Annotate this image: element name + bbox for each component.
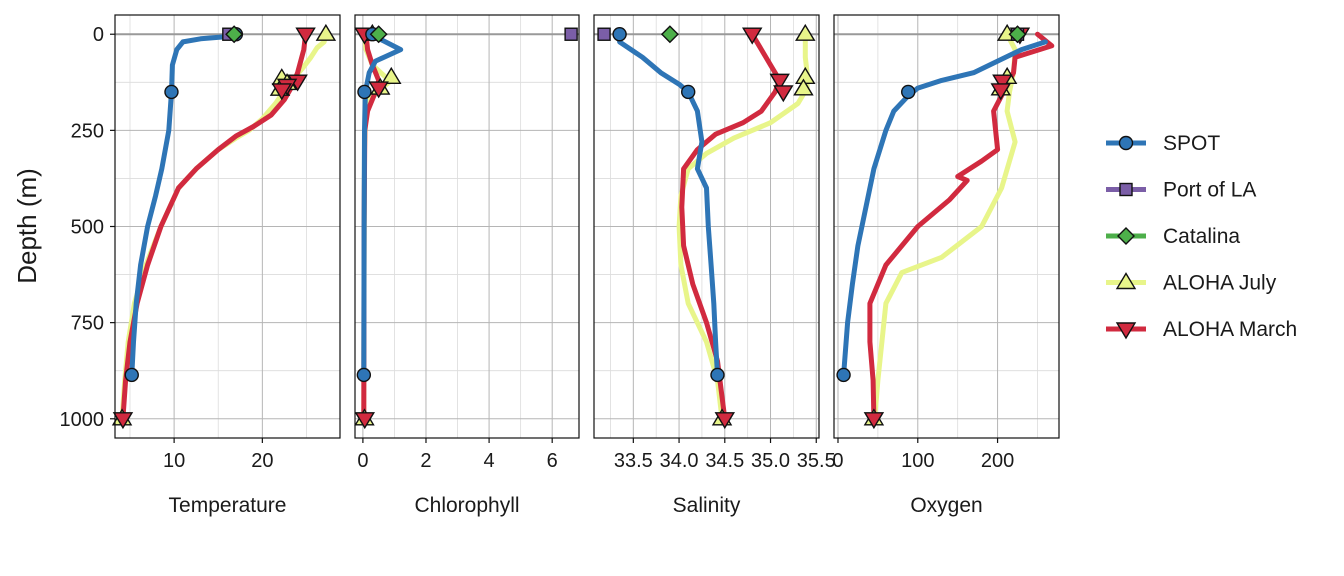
data-point-port-of-la bbox=[564, 27, 578, 41]
data-point-catalina bbox=[225, 25, 244, 44]
legend-item-port-of-la: Port of LA bbox=[1106, 179, 1256, 202]
data-point-aloha-july bbox=[381, 66, 402, 84]
legend-marker bbox=[1117, 227, 1135, 245]
legend-label: ALOHA March bbox=[1163, 318, 1297, 341]
x-axis-title: Chlorophyll bbox=[414, 494, 519, 517]
x-tick-label: 2 bbox=[420, 450, 431, 472]
data-point-aloha-march bbox=[112, 412, 134, 430]
data-point-aloha-july bbox=[315, 23, 337, 41]
x-tick-label: 200 bbox=[981, 450, 1014, 472]
y-tick-label: 1000 bbox=[60, 409, 105, 431]
x-axis-title: Oxygen bbox=[910, 494, 982, 517]
data-point-aloha-march bbox=[992, 74, 1013, 92]
series-line-spot bbox=[129, 31, 239, 378]
legend-label: Catalina bbox=[1163, 225, 1240, 248]
x-tick-label: 0 bbox=[357, 450, 368, 472]
panel-frame bbox=[833, 14, 1060, 439]
x-tick-label: 6 bbox=[547, 450, 558, 472]
legend-label: ALOHA July bbox=[1163, 272, 1277, 295]
series-line-aloha-march bbox=[679, 31, 783, 422]
x-axis-title: Salinity bbox=[673, 494, 741, 517]
data-point-spot bbox=[901, 84, 916, 100]
data-point-aloha-july bbox=[793, 78, 814, 96]
panel-chlorophyll: 0 2 4 6 Chlorophyll bbox=[354, 14, 580, 517]
legend-item-catalina: Catalina bbox=[1106, 225, 1240, 248]
data-point-aloha-march bbox=[271, 83, 293, 101]
panel-temperature: 10 20 Temperature 0 250 500 750 1000 bbox=[60, 14, 341, 517]
series-line-spot bbox=[617, 31, 720, 378]
legend-label: Port of LA bbox=[1163, 179, 1256, 202]
data-point-aloha-july bbox=[795, 66, 816, 84]
y-tick-label: 750 bbox=[71, 313, 104, 335]
data-point-spot bbox=[164, 84, 179, 100]
data-point-aloha-march bbox=[773, 85, 794, 103]
x-tick-label: 0 bbox=[832, 450, 843, 472]
legend-label: SPOT bbox=[1163, 132, 1220, 155]
x-tick-label: 35.0 bbox=[751, 450, 790, 472]
panel-salinity: 33.5 34.0 34.5 35.0 35.5 Salinity bbox=[593, 14, 836, 517]
panel-frame bbox=[354, 14, 580, 439]
data-point-aloha-march bbox=[863, 412, 885, 430]
data-point-spot bbox=[612, 27, 627, 42]
x-tick-label: 10 bbox=[163, 450, 185, 472]
data-point-spot bbox=[356, 367, 372, 383]
x-tick-label: 4 bbox=[484, 450, 495, 472]
series-line-spot bbox=[361, 31, 404, 378]
data-point-aloha-march bbox=[368, 81, 389, 99]
data-point-aloha-march bbox=[295, 27, 316, 45]
series-line-aloha-march bbox=[867, 31, 1055, 422]
data-point-spot bbox=[681, 84, 696, 100]
y-axis-title: Depth (m) bbox=[12, 168, 42, 284]
data-point-aloha-march bbox=[741, 27, 763, 45]
legend-marker bbox=[1115, 322, 1137, 340]
data-point-spot bbox=[710, 367, 725, 383]
x-axis-title: Temperature bbox=[169, 494, 287, 517]
x-tick-label: 34.5 bbox=[705, 450, 744, 472]
y-tick-label: 500 bbox=[71, 217, 104, 239]
x-tick-label: 34.0 bbox=[660, 450, 699, 472]
x-tick-label: 35.5 bbox=[797, 450, 836, 472]
y-tick-label: 250 bbox=[71, 120, 104, 142]
y-tick-label: 0 bbox=[93, 24, 104, 46]
legend-marker bbox=[1119, 182, 1133, 197]
legend-marker bbox=[1118, 135, 1134, 151]
data-point-spot bbox=[836, 367, 851, 383]
legend-item-spot: SPOT bbox=[1106, 132, 1220, 155]
legend-marker bbox=[1115, 272, 1137, 290]
legend: SPOT Port of LA Catalina ALOHA July ALOHA Ma… bbox=[1106, 132, 1297, 341]
data-point-aloha-march bbox=[354, 412, 376, 430]
series-line-spot bbox=[841, 39, 1048, 378]
legend-item-aloha-march: ALOHA March bbox=[1106, 318, 1297, 341]
data-point-aloha-march bbox=[990, 83, 1011, 101]
panel-frame bbox=[593, 14, 820, 439]
data-point-aloha-march bbox=[714, 412, 736, 430]
data-point-catalina bbox=[1008, 25, 1027, 44]
data-point-spot bbox=[124, 367, 139, 383]
data-point-port-of-la bbox=[597, 27, 611, 41]
x-tick-label: 33.5 bbox=[614, 450, 653, 472]
panel-oxygen: 0 100 200 Oxygen bbox=[832, 14, 1060, 517]
data-point-catalina bbox=[369, 25, 388, 44]
data-point-spot bbox=[357, 84, 372, 100]
data-point-catalina bbox=[660, 25, 679, 44]
x-tick-label: 100 bbox=[901, 450, 934, 472]
legend-item-aloha-july: ALOHA July bbox=[1106, 272, 1277, 295]
data-point-aloha-july bbox=[795, 23, 816, 41]
data-point-aloha-march bbox=[769, 73, 790, 91]
x-tick-label: 20 bbox=[251, 450, 273, 472]
